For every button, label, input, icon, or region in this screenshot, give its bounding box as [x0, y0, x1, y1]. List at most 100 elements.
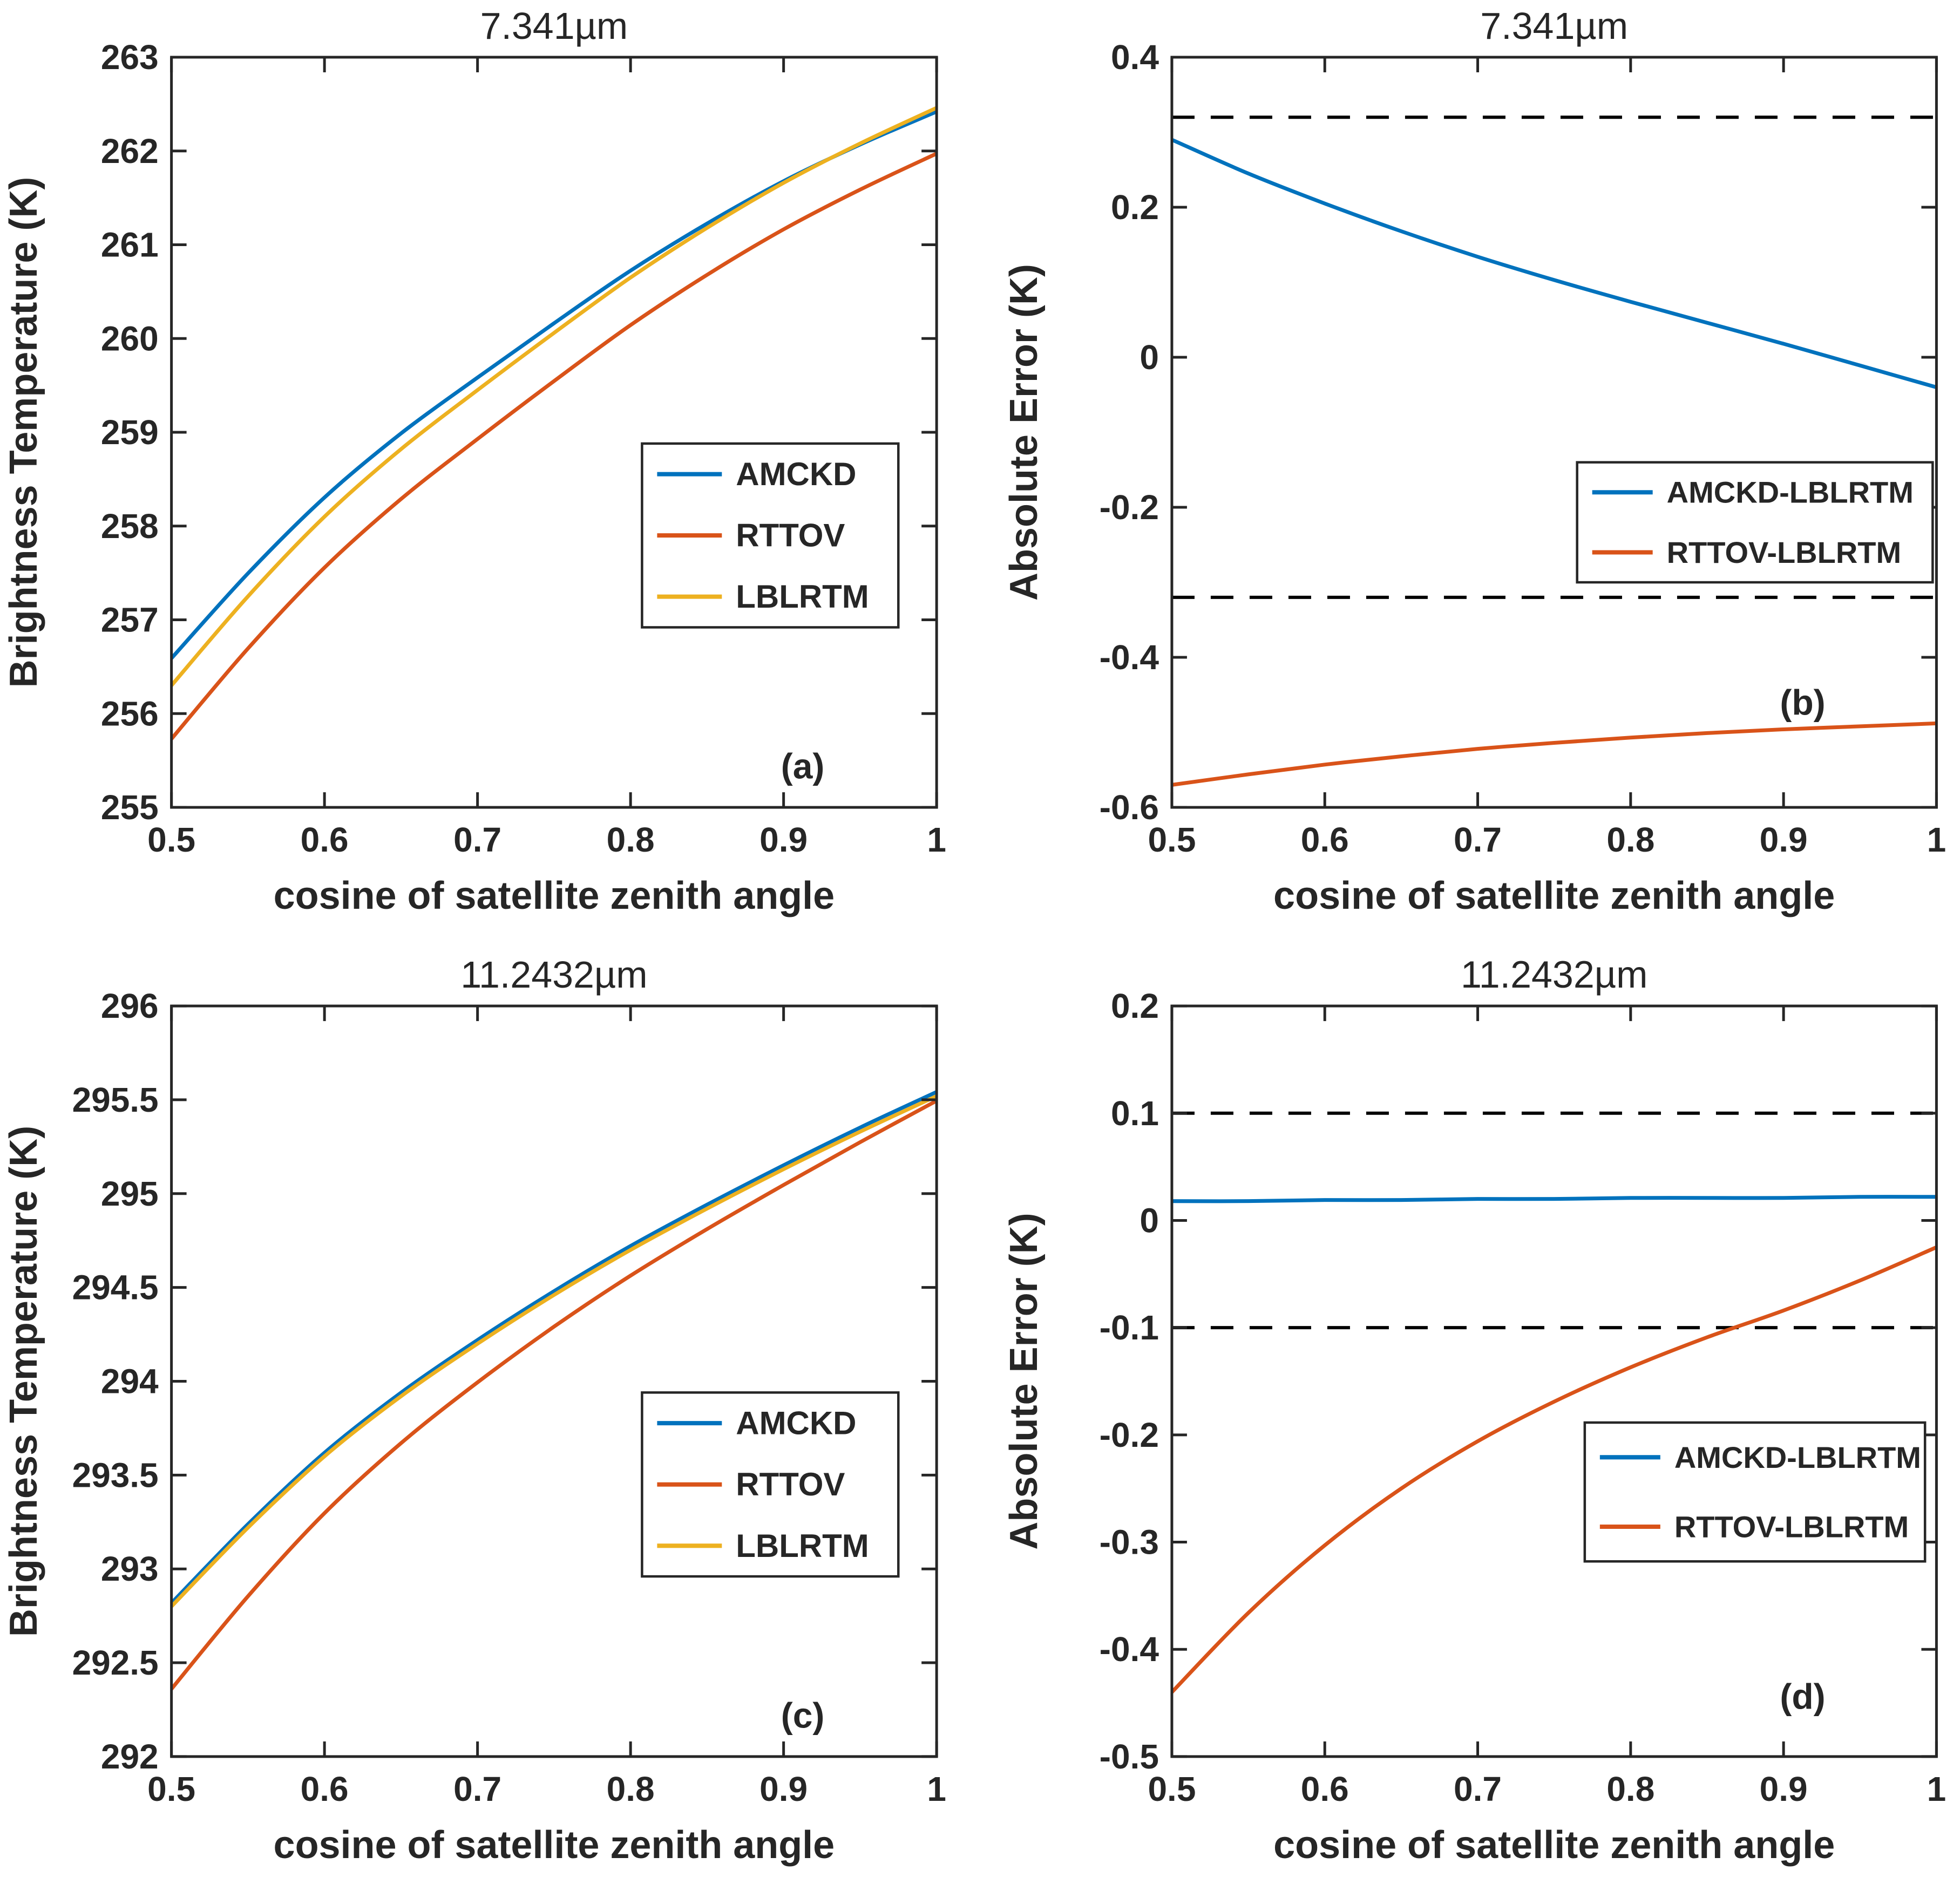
y-tick-label: 0.1	[1111, 1094, 1159, 1133]
y-tick-label: 263	[101, 38, 159, 77]
x-tick-label: 0.8	[1606, 1770, 1654, 1808]
panel-c: 0.5 0.6 0.7 0.8 0.9 1 292 292.5 293 293.5 294 294.5…	[0, 949, 980, 1898]
series-line-rttov-lblrtm	[1171, 721, 1937, 787]
y-tick-label: 292	[101, 1737, 159, 1776]
legend-box	[1576, 461, 1934, 584]
chart-brightness-temperature-7um: 0.5 0.6 0.7 0.8 0.9 1 255 256 257 258 259 260 261 262…	[2, 5, 946, 917]
x-tick-label: 0.7	[1454, 1770, 1502, 1808]
x-axis-label: cosine of satellite zenith angle	[1273, 874, 1835, 917]
plot-area	[1171, 57, 1937, 808]
x-axis-label: cosine of satellite zenith angle	[274, 874, 835, 917]
x-tick-label: 1	[1927, 1770, 1947, 1808]
y-tick-label: 294	[101, 1362, 159, 1400]
x-tick-label: 0.6	[301, 820, 349, 859]
chart-title: 7.341µm	[1480, 5, 1628, 47]
y-tick-label: 295.5	[72, 1080, 159, 1119]
y-tick-label: -0.3	[1100, 1523, 1159, 1562]
x-tick-label: 0.5	[1148, 820, 1196, 859]
legend-item-label: LBLRTM	[736, 579, 869, 615]
legend-item-label: RTTOV	[736, 1466, 845, 1502]
y-tick-label: 257	[101, 601, 159, 640]
y-tick-label: 0.2	[1111, 987, 1159, 1025]
x-axis-label: cosine of satellite zenith angle	[274, 1824, 835, 1867]
y-tick-label: 293.5	[72, 1455, 159, 1494]
x-tick-label: 0.6	[1301, 820, 1349, 859]
y-axis-label: Brightness Temperature (K)	[2, 1126, 45, 1637]
y-tick-label: 295	[101, 1174, 159, 1213]
panel-d: 0.5 0.6 0.7 0.8 0.9 1 -0.5 -0.4 -0.3 -0.2 -0.1 0 0.1…	[980, 949, 1960, 1898]
series-line-amckd-lblrtm	[1171, 1195, 1937, 1203]
x-tick-label: 0.5	[147, 820, 195, 859]
x-tick-label: 1	[927, 820, 946, 859]
y-tick-label: 293	[101, 1549, 159, 1588]
y-tick-label: 292.5	[72, 1643, 159, 1682]
axes-box	[1170, 1004, 1938, 1758]
y-tick-label: 262	[101, 132, 159, 171]
chart-title: 7.341µm	[480, 5, 628, 47]
x-tick-label: 0.8	[607, 820, 655, 859]
legend-item-label: RTTOV	[736, 518, 845, 554]
legend-item-label: LBLRTM	[736, 1528, 869, 1564]
x-tick-label: 0.6	[301, 1770, 349, 1808]
y-axis-label: Absolute Error (K)	[1002, 1213, 1046, 1549]
y-tick-label: 294.5	[72, 1268, 159, 1307]
y-tick-label: -0.6	[1100, 788, 1159, 827]
x-axis-label: cosine of satellite zenith angle	[1273, 1824, 1835, 1867]
series-line-rttov	[169, 1099, 938, 1690]
plot-area	[171, 57, 937, 808]
x-tick-label: 1	[1927, 820, 1947, 859]
legend-item-label: AMCKD-LBLRTM	[1667, 475, 1914, 509]
series-line-amckd-lblrtm	[1171, 138, 1937, 389]
x-tick-label: 0.9	[759, 820, 808, 859]
corner-label: (a)	[781, 746, 825, 786]
x-tick-label: 0.9	[1760, 820, 1808, 859]
y-tick-label: 0.2	[1111, 188, 1159, 227]
y-tick-label: -0.5	[1100, 1737, 1159, 1776]
series-line-rttov-lblrtm	[1170, 1245, 1937, 1694]
corner-label: (c)	[781, 1695, 825, 1735]
chart-title: 11.2432µm	[1461, 954, 1647, 996]
corner-label: (b)	[1780, 682, 1825, 722]
legend-item-label: AMCKD	[736, 1405, 856, 1441]
panel-a: 0.5 0.6 0.7 0.8 0.9 1 255 256 257 258 259 260 261 262…	[0, 0, 980, 949]
corner-label: (d)	[1780, 1677, 1825, 1717]
legend: AMCKD-LBLRTM RTTOV-LBLRTM	[1583, 1421, 1927, 1563]
x-tick-label: 1	[927, 1770, 946, 1808]
y-tick-label: 255	[101, 788, 159, 827]
y-tick-label: -0.2	[1100, 488, 1159, 527]
x-tick-label: 0.7	[453, 1770, 501, 1808]
series-line-amckd	[170, 1090, 938, 1604]
x-tick-label: 0.9	[759, 1770, 808, 1808]
panel-b: 0.5 0.6 0.7 0.8 0.9 1 -0.6 -0.4 -0.2 0 0.2 0.4 7.341…	[980, 0, 1960, 949]
plot-area	[1171, 1006, 1937, 1757]
x-tick-label: 0.6	[1301, 1770, 1349, 1808]
chart-absolute-error-11um: 0.5 0.6 0.7 0.8 0.9 1 -0.5 -0.4 -0.3 -0.2 -0.1 0 0.1…	[1002, 954, 1947, 1867]
y-tick-label: -0.1	[1100, 1308, 1159, 1347]
y-tick-label: 0.4	[1111, 38, 1159, 77]
x-tick-label: 0.8	[607, 1770, 655, 1808]
legend: AMCKD RTTOV LBLRTM	[641, 442, 900, 629]
legend-item-label: RTTOV-LBLRTM	[1667, 535, 1901, 569]
legend-item-label: RTTOV-LBLRTM	[1674, 1509, 1909, 1543]
legend: AMCKD-LBLRTM RTTOV-LBLRTM	[1576, 461, 1934, 584]
chart-title: 11.2432µm	[460, 954, 647, 996]
chart-absolute-error-7um: 0.5 0.6 0.7 0.8 0.9 1 -0.6 -0.4 -0.2 0 0.2 0.4 7.341…	[1002, 5, 1947, 917]
y-tick-label: 0	[1140, 338, 1159, 377]
chart-brightness-temperature-11um: 0.5 0.6 0.7 0.8 0.9 1 292 292.5 293 293.5 294 294.5…	[2, 954, 946, 1867]
legend-box	[1583, 1421, 1927, 1563]
y-axis-label: Brightness Temperature (K)	[2, 177, 45, 688]
y-tick-label: -0.4	[1100, 638, 1159, 677]
x-tick-label: 0.9	[1760, 1770, 1808, 1808]
y-tick-label: 256	[101, 694, 159, 733]
y-tick-label: -0.4	[1100, 1630, 1159, 1669]
legend: AMCKD RTTOV LBLRTM	[641, 1391, 900, 1578]
x-tick-label: 0.5	[147, 1770, 195, 1808]
x-tick-label: 0.7	[453, 820, 501, 859]
legend-item-label: AMCKD	[736, 456, 856, 492]
y-tick-label: 259	[101, 413, 159, 452]
plot-area	[171, 1006, 937, 1757]
legend-item-label: AMCKD-LBLRTM	[1674, 1440, 1921, 1474]
series-line-lblrtm	[170, 1094, 938, 1608]
y-tick-label: 296	[101, 987, 159, 1025]
